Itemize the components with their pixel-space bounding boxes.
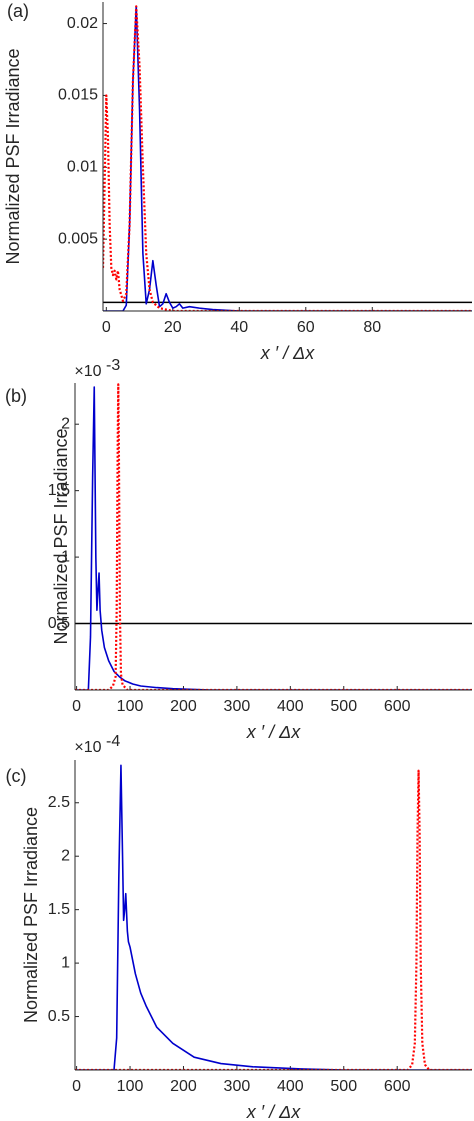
series-line <box>75 764 472 1070</box>
y-tick-label: 1.5 <box>48 901 70 918</box>
y-tick-label: 0.5 <box>48 615 70 632</box>
x-tick-label: 300 <box>224 1078 251 1095</box>
series-line <box>75 383 472 690</box>
y-tick-label: 1.5 <box>48 482 70 499</box>
x-tick-label: 0 <box>102 319 111 336</box>
x-tick-label: 300 <box>224 698 251 715</box>
x-axis-label: x ′ / Δx <box>246 722 301 742</box>
y-tick-label: 0.015 <box>58 87 98 104</box>
x-tick-label: 20 <box>164 319 182 336</box>
y-tick-label: 1 <box>61 548 70 565</box>
panel-label: (a) <box>7 1 29 21</box>
x-tick-label: 100 <box>117 698 144 715</box>
y-tick-label: 2.5 <box>48 794 70 811</box>
x-axis-label: x ′ / Δx <box>260 343 315 363</box>
series-line <box>103 5 472 311</box>
y-multiplier-exponent: -4 <box>106 733 120 750</box>
x-tick-label: 0 <box>72 1078 81 1095</box>
x-tick-label: 0 <box>72 698 81 715</box>
x-tick-label: 500 <box>330 698 357 715</box>
y-multiplier-base: ×10 <box>74 739 101 756</box>
y-tick-label: 0.02 <box>67 15 98 32</box>
x-tick-label: 600 <box>384 698 411 715</box>
series-line <box>75 386 472 690</box>
y-axis-label: Normalized PSF Irradiance <box>3 48 23 264</box>
x-tick-label: 400 <box>277 698 304 715</box>
x-tick-label: 200 <box>170 698 197 715</box>
y-axis-label: Normalized PSF Irradiance <box>51 428 71 644</box>
x-tick-label: 40 <box>230 319 248 336</box>
x-tick-label: 400 <box>277 1078 304 1095</box>
x-tick-label: 80 <box>363 319 381 336</box>
series-line <box>75 769 472 1070</box>
y-multiplier-exponent: -3 <box>106 357 120 374</box>
y-tick-label: 1 <box>61 954 70 971</box>
y-tick-label: 0.5 <box>48 1008 70 1025</box>
y-tick-label: 2 <box>61 847 70 864</box>
x-tick-label: 600 <box>384 1078 411 1095</box>
y-tick-label: 0.005 <box>58 230 98 247</box>
x-tick-label: 60 <box>297 319 315 336</box>
y-tick-label: 2 <box>61 415 70 432</box>
panel-label: (b) <box>5 386 27 406</box>
x-tick-label: 500 <box>330 1078 357 1095</box>
x-axis-label: x ′ / Δx <box>246 1102 301 1121</box>
y-axis-label: Normalized PSF Irradiance <box>21 807 41 1023</box>
y-tick-label: 0.01 <box>67 158 98 175</box>
x-tick-label: 100 <box>117 1078 144 1095</box>
panel-label: (c) <box>6 766 27 786</box>
x-tick-label: 200 <box>170 1078 197 1095</box>
series-line <box>103 5 472 311</box>
y-multiplier-base: ×10 <box>74 363 101 380</box>
